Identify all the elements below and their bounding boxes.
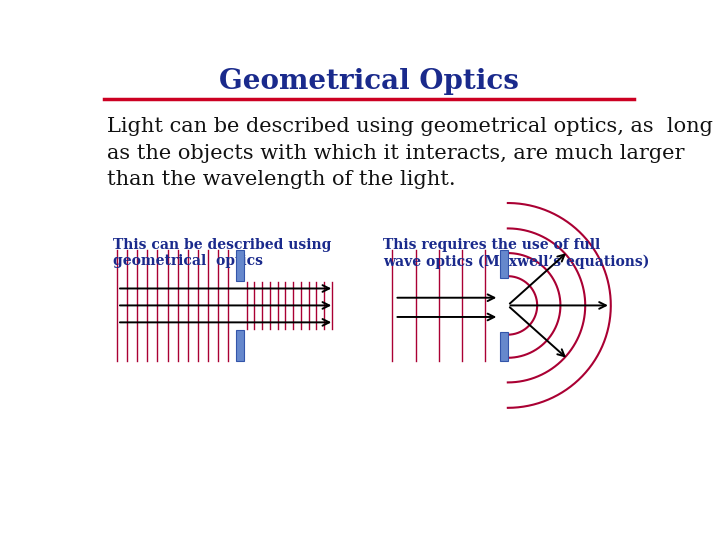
Bar	[236, 249, 244, 281]
Text: Geometrical Optics: Geometrical Optics	[219, 68, 519, 95]
Bar	[500, 249, 508, 279]
Bar	[236, 330, 244, 361]
Text: This requires the use of full
wave optics (Maxwell’s equations): This requires the use of full wave optic…	[383, 238, 649, 269]
Text: Light can be described using geometrical optics, as  long
as the objects with wh: Light can be described using geometrical…	[107, 117, 713, 189]
Bar	[500, 333, 508, 361]
Text: This can be described using
geometrical  optics: This can be described using geometrical …	[113, 238, 332, 268]
